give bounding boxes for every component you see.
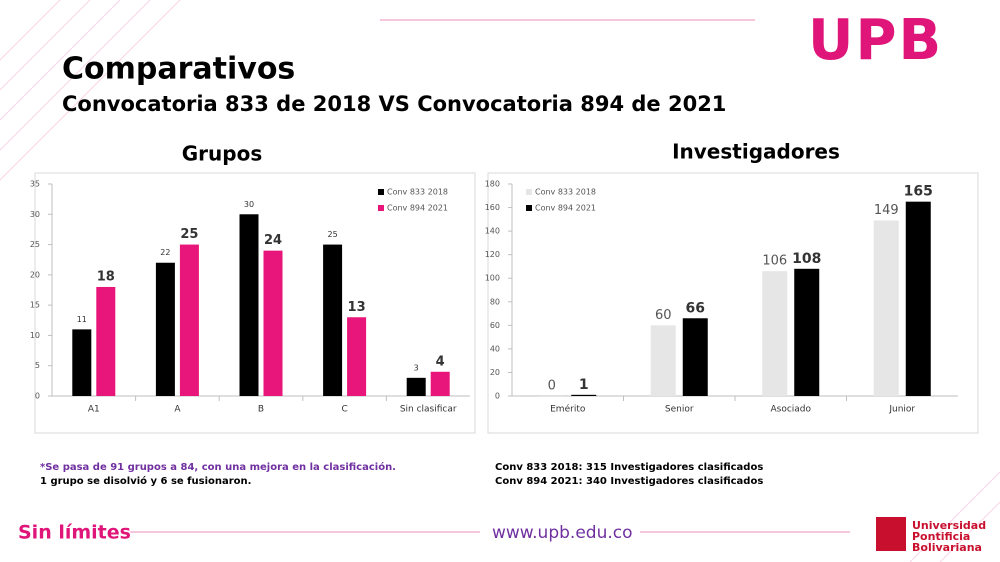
legend-swatch <box>526 189 532 195</box>
y-tick-label: 20 <box>30 270 40 279</box>
data-label: 11 <box>77 315 87 324</box>
legend-label: Conv 833 2018 <box>387 188 448 197</box>
slogan: Sin límites <box>18 522 131 544</box>
bar <box>430 371 450 396</box>
chart-title: Grupos <box>182 142 262 166</box>
logo: UPB <box>808 8 943 73</box>
note: *Se pasa de 91 grupos a 84, con una mejo… <box>40 461 396 473</box>
legend-label: Conv 894 2021 <box>535 204 596 213</box>
y-tick-label: 160 <box>485 203 500 212</box>
data-label: 13 <box>348 300 366 315</box>
bar <box>347 317 367 396</box>
bar <box>682 318 708 396</box>
url: www.upb.edu.co <box>492 523 633 543</box>
chart-frame <box>487 172 979 434</box>
bar <box>794 268 820 396</box>
note: Conv 894 2021: 340 Investigadores clasif… <box>495 476 763 487</box>
y-tick-label: 25 <box>30 240 40 249</box>
legend-swatch <box>526 205 532 211</box>
bar <box>873 220 899 396</box>
data-label: 60 <box>655 308 672 323</box>
x-tick-label: Senior <box>665 405 694 415</box>
note: Conv 833 2018: 315 Investigadores clasif… <box>495 462 763 473</box>
note: 1 grupo se disolvió y 6 se fusionaron. <box>40 475 251 487</box>
y-tick-label: 20 <box>490 368 500 377</box>
legend-label: Conv 833 2018 <box>535 188 596 197</box>
bar <box>323 244 343 396</box>
legend-label: Conv 894 2021 <box>387 204 448 213</box>
legend-swatch <box>378 189 384 195</box>
legend-swatch <box>378 205 384 211</box>
y-tick-label: 30 <box>30 210 40 219</box>
data-label: 24 <box>264 233 282 248</box>
data-label: 4 <box>436 354 445 369</box>
y-tick-label: 80 <box>490 297 500 306</box>
data-label: 22 <box>160 248 170 257</box>
y-tick-label: 0 <box>35 392 40 401</box>
bar <box>650 325 676 396</box>
university: Pontificia <box>912 530 970 543</box>
data-label: 0 <box>548 379 556 394</box>
data-label: 106 <box>762 254 787 269</box>
data-label: 18 <box>97 269 115 284</box>
y-tick-label: 60 <box>490 321 500 330</box>
data-label: 1 <box>579 377 589 393</box>
university: Universidad <box>912 519 986 532</box>
y-tick-label: 0 <box>495 392 500 401</box>
y-tick-label: 40 <box>490 344 500 353</box>
y-tick-label: 35 <box>30 180 40 189</box>
bar <box>762 271 788 396</box>
x-tick-label: C <box>341 405 347 415</box>
bar <box>155 262 175 396</box>
x-tick-label: A1 <box>88 405 100 415</box>
bar <box>263 250 283 396</box>
x-tick-label: A <box>174 405 181 415</box>
x-tick-label: Junior <box>888 405 915 415</box>
x-tick-label: B <box>258 405 264 415</box>
bar <box>72 329 92 396</box>
crest <box>876 517 906 551</box>
data-label: 165 <box>904 184 933 200</box>
university: Bolivariana <box>912 541 982 554</box>
data-label: 25 <box>180 227 198 242</box>
slide-subtitle: Convocatoria 833 de 2018 VS Convocatoria… <box>62 92 726 116</box>
x-tick-label: Asociado <box>770 405 811 415</box>
y-tick-label: 5 <box>35 361 40 370</box>
bar <box>905 201 931 396</box>
data-label: 108 <box>792 251 821 267</box>
y-tick-label: 10 <box>30 331 40 340</box>
bar <box>406 377 426 396</box>
bar <box>179 244 199 396</box>
data-label: 25 <box>328 230 338 239</box>
bar <box>239 214 259 396</box>
data-label: 3 <box>414 363 419 372</box>
x-tick-label: Emérito <box>550 404 586 415</box>
y-tick-label: 140 <box>485 227 500 236</box>
data-label: 66 <box>686 300 705 316</box>
x-tick-label: Sin clasificar <box>400 405 457 415</box>
y-tick-label: 180 <box>485 180 500 189</box>
data-label: 149 <box>874 203 899 218</box>
y-tick-label: 120 <box>485 250 500 259</box>
chart-title: Investigadores <box>672 140 840 164</box>
bar <box>539 396 565 397</box>
y-tick-label: 15 <box>30 301 40 310</box>
chart-frame <box>34 172 476 434</box>
bar <box>571 394 597 396</box>
slide-title: Comparativos <box>62 52 295 87</box>
y-tick-label: 100 <box>485 274 500 283</box>
data-label: 30 <box>244 200 254 209</box>
bar <box>96 286 116 396</box>
